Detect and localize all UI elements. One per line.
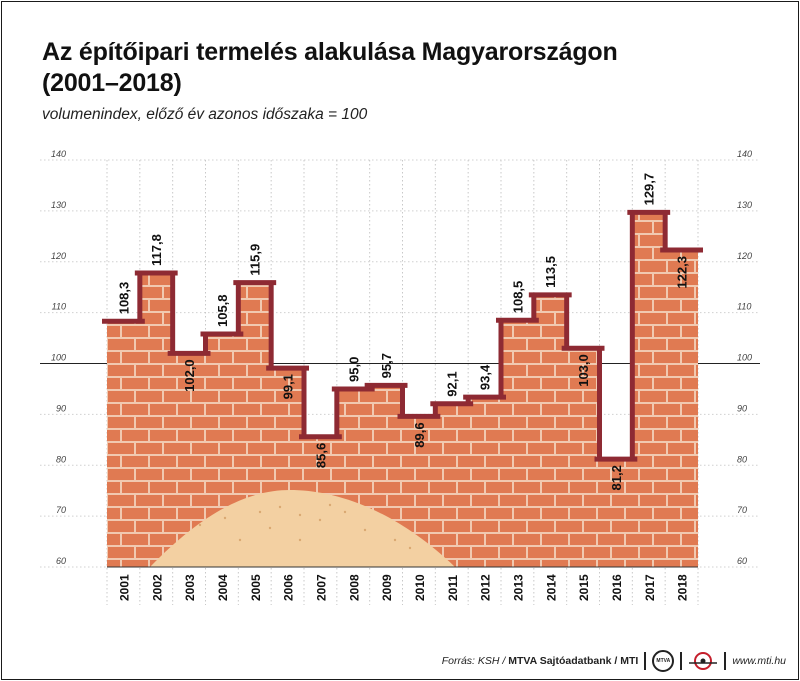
x-tick-label: 2013 — [511, 574, 525, 601]
x-tick-label: 2015 — [577, 574, 591, 601]
sand-grain — [393, 538, 397, 542]
y-tick-label: 120 — [51, 251, 66, 261]
y-tick-label: 90 — [56, 403, 66, 413]
value-label: 115,9 — [248, 244, 263, 276]
x-tick-label: 2003 — [183, 574, 197, 601]
value-label: 129,7 — [642, 173, 657, 206]
sand-grain — [198, 523, 202, 527]
value-label: 117,8 — [149, 234, 164, 266]
value-label: 95,0 — [346, 357, 361, 382]
y-tick-label-right: 110 — [737, 302, 751, 312]
y-tick-label-right: 60 — [737, 556, 747, 566]
value-label: 89,6 — [412, 422, 427, 447]
mtva-logo-icon: MTVA — [652, 650, 675, 672]
value-label: 108,3 — [116, 282, 131, 315]
sand-grain — [328, 503, 332, 507]
y-tick-label: 70 — [56, 505, 66, 515]
title-line-2: (2001–2018) — [42, 69, 182, 97]
x-tick-label: 2008 — [347, 574, 361, 601]
value-label: 105,8 — [215, 294, 230, 327]
divider — [644, 652, 647, 670]
value-label: 103,0 — [576, 354, 591, 387]
value-label: 85,6 — [313, 443, 328, 468]
x-tick-label: 2014 — [544, 574, 558, 601]
sand-grain — [298, 513, 302, 517]
y-tick-label-right: 120 — [737, 251, 752, 261]
y-tick-label-right: 130 — [737, 200, 752, 210]
sand-grain — [298, 538, 302, 542]
x-tick-label: 2016 — [610, 574, 624, 601]
sand-grain — [318, 518, 322, 522]
x-tick-label: 2018 — [676, 574, 690, 601]
x-tick-label: 2001 — [117, 574, 131, 601]
source-text: Forrás: KSH / MTVA Sajtóadatbank / MTI — [441, 655, 639, 667]
title-line-1: Az építőipari termelés alakulása Magyaro… — [42, 38, 618, 66]
value-label: 81,2 — [609, 465, 624, 490]
sand-pile — [150, 490, 455, 567]
sand-grain — [258, 510, 262, 514]
y-tick-label: 130 — [51, 200, 66, 210]
sand-grain — [343, 510, 347, 514]
value-label: 99,1 — [281, 374, 296, 399]
mti-logo-icon — [688, 650, 718, 672]
y-tick-label-right: 140 — [737, 149, 752, 159]
value-label: 93,4 — [478, 364, 493, 390]
value-label: 122,3 — [675, 256, 690, 289]
value-label: 113,5 — [543, 256, 558, 288]
x-tick-label: 2010 — [413, 574, 427, 601]
x-tick-label: 2012 — [479, 574, 493, 601]
x-tick-label: 2006 — [282, 574, 296, 601]
x-tick-label: 2009 — [380, 574, 394, 601]
sand-grain — [223, 516, 227, 520]
sand-grain — [268, 526, 272, 530]
footer: Forrás: KSH / MTVA Sajtóadatbank / MTI M… — [442, 649, 786, 673]
y-tick-label-right: 80 — [737, 454, 747, 464]
sand-grain — [408, 546, 412, 550]
sand-grain — [278, 505, 282, 509]
x-tick-label: 2002 — [150, 574, 164, 601]
x-tick-label: 2011 — [446, 575, 460, 601]
divider — [680, 652, 683, 670]
x-tick-label: 2007 — [314, 574, 328, 601]
y-tick-label-right: 100 — [737, 353, 752, 363]
y-tick-label-right: 70 — [737, 505, 747, 515]
value-label: 95,7 — [379, 353, 394, 378]
y-tick-label: 100 — [51, 353, 66, 363]
y-tick-label-right: 90 — [737, 403, 747, 413]
y-tick-label: 60 — [56, 556, 66, 566]
y-tick-label: 80 — [56, 454, 66, 464]
value-label: 92,1 — [445, 371, 460, 396]
x-tick-label: 2004 — [216, 574, 230, 601]
y-tick-label: 110 — [52, 302, 66, 312]
x-tick-label: 2005 — [249, 574, 263, 601]
y-tick-label: 140 — [51, 149, 66, 159]
chart-subtitle: volumenindex, előző év azonos időszaka =… — [42, 106, 368, 123]
x-tick-label: 2017 — [643, 574, 657, 601]
sand-grain — [363, 528, 367, 532]
value-label: 108,5 — [510, 281, 525, 314]
divider — [724, 652, 727, 670]
value-label: 102,0 — [182, 359, 197, 392]
chart-title: Az építőipari termelés alakulása Magyaro… — [42, 37, 682, 99]
sand-mound — [150, 490, 455, 567]
sand-grain — [238, 538, 242, 542]
website-link[interactable]: www.mti.hu — [732, 655, 786, 667]
